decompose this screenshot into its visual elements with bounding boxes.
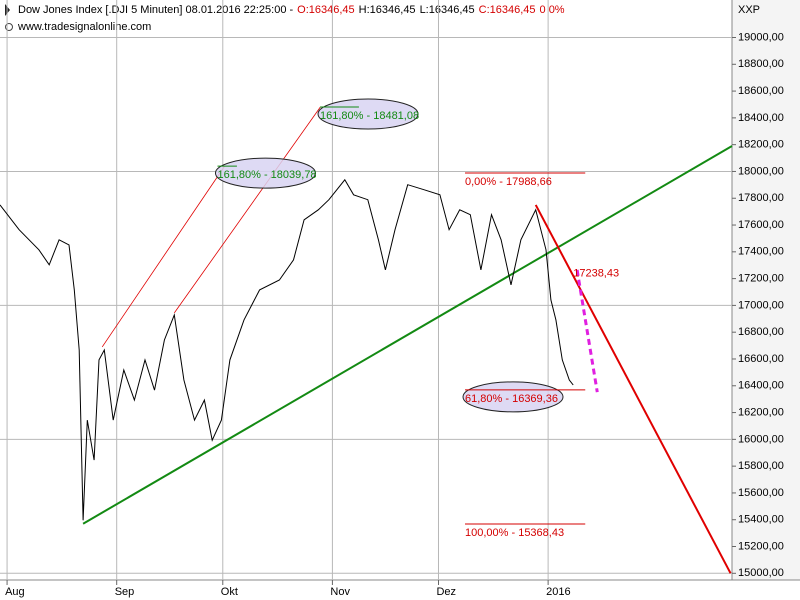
level-label: 0,00% - 17988,66	[465, 176, 552, 188]
y-axis-label: XXP	[738, 4, 760, 16]
y-tick-label: 17400,00	[738, 246, 784, 258]
y-tick-label: 18000,00	[738, 165, 784, 177]
y-tick-label: 16200,00	[738, 406, 784, 418]
highlight-ellipse	[214, 157, 316, 189]
icon	[5, 23, 13, 31]
x-tick-label: Nov	[330, 586, 350, 598]
quote-value: L:16346,45	[420, 4, 475, 16]
price-line	[0, 178, 574, 521]
trend-line	[534, 204, 732, 574]
y-tick-label: 17000,00	[738, 299, 784, 311]
y-tick-label: 16400,00	[738, 380, 784, 392]
trend-line	[174, 106, 321, 314]
y-tick-label: 18600,00	[738, 85, 784, 97]
y-tick-label: 18400,00	[738, 112, 784, 124]
x-tick-label: Sep	[115, 586, 135, 598]
y-tick-label: 15800,00	[738, 460, 784, 472]
quote-value: 0 0%	[540, 4, 565, 16]
y-tick-label: 18200,00	[738, 139, 784, 151]
quote-value: O:16346,45	[297, 4, 355, 16]
x-tick-label: Okt	[221, 586, 238, 598]
level-label: 161,80% - 18481,08	[320, 110, 419, 122]
y-tick-label: 17800,00	[738, 192, 784, 204]
y-tick-label: 16000,00	[738, 433, 784, 445]
chart-title: Dow Jones Index [.DJI 5 Minuten] 08.01.2…	[18, 4, 294, 16]
trend-line	[575, 269, 599, 393]
x-tick-label: Aug	[5, 586, 25, 598]
level-label: 100,00% - 15368,43	[465, 527, 564, 539]
y-tick-label: 17200,00	[738, 273, 784, 285]
y-tick-label: 18800,00	[738, 58, 784, 70]
trend-line	[101, 166, 225, 348]
y-tick-label: 16800,00	[738, 326, 784, 338]
trend-line	[82, 145, 733, 525]
quote-value: H:16346,45	[359, 4, 416, 16]
subtitle: www.tradesignalonline.com	[17, 21, 151, 33]
y-tick-label: 15200,00	[738, 540, 784, 552]
y-tick-label: 15400,00	[738, 514, 784, 526]
y-axis-panel	[732, 0, 800, 580]
y-tick-label: 15600,00	[738, 487, 784, 499]
y-tick-label: 16600,00	[738, 353, 784, 365]
y-tick-label: 15000,00	[738, 567, 784, 579]
level-label: 61,80% - 16369,36	[465, 393, 558, 405]
x-tick-label: Dez	[436, 586, 456, 598]
quote-value: C:16346,45	[479, 4, 536, 16]
x-tick-label: 2016	[546, 586, 570, 598]
y-tick-label: 19000,00	[738, 31, 784, 43]
level-label: 161,80% - 18039,78	[217, 169, 316, 181]
point-label: 17238,43	[573, 267, 619, 279]
y-tick-label: 17600,00	[738, 219, 784, 231]
